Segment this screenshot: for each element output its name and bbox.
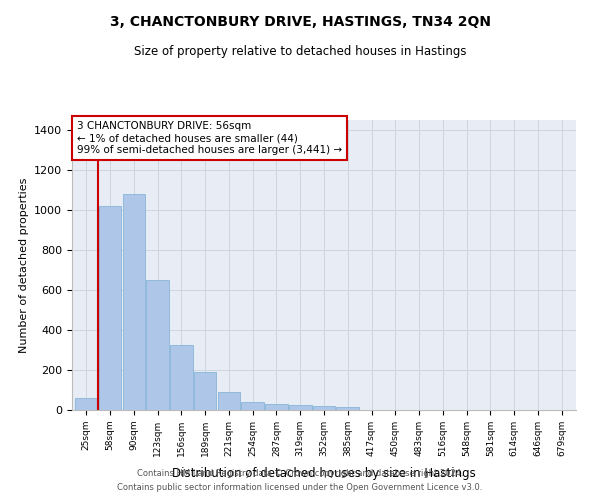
Bar [313,406,335,410]
Text: Size of property relative to detached houses in Hastings: Size of property relative to detached ho… [134,45,466,58]
Bar [75,398,98,410]
Bar [99,206,121,410]
Text: 3, CHANCTONBURY DRIVE, HASTINGS, TN34 2QN: 3, CHANCTONBURY DRIVE, HASTINGS, TN34 2Q… [110,15,491,29]
Bar [194,372,217,410]
Text: Contains public sector information licensed under the Open Government Licence v3: Contains public sector information licen… [118,484,482,492]
Bar [337,408,359,410]
Y-axis label: Number of detached properties: Number of detached properties [19,178,29,352]
Text: Contains HM Land Registry data © Crown copyright and database right 2024.: Contains HM Land Registry data © Crown c… [137,468,463,477]
Bar [265,404,288,410]
Bar [170,345,193,410]
X-axis label: Distribution of detached houses by size in Hastings: Distribution of detached houses by size … [172,467,476,480]
Bar [289,405,311,410]
Bar [218,392,240,410]
Bar [241,402,264,410]
Bar [122,194,145,410]
Text: 3 CHANCTONBURY DRIVE: 56sqm
← 1% of detached houses are smaller (44)
99% of semi: 3 CHANCTONBURY DRIVE: 56sqm ← 1% of deta… [77,122,342,154]
Bar [146,280,169,410]
